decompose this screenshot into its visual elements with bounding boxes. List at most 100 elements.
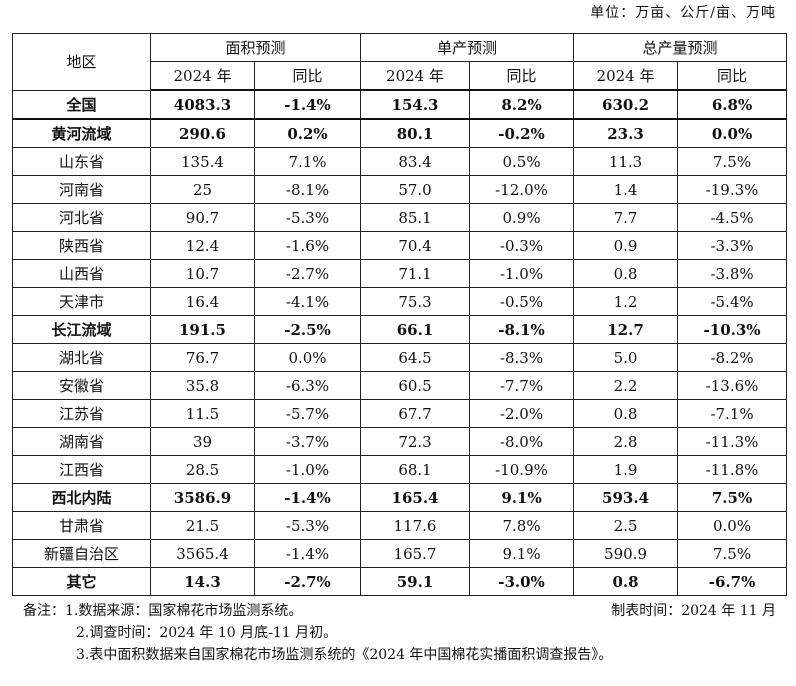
- yoy-cell: -6.7%: [677, 567, 788, 596]
- value-cell: 590.9: [573, 539, 679, 568]
- yoy-cell: 6.8%: [677, 89, 788, 120]
- table-row: 江苏省 11.5 -5.7% 67.7 -2.0% 0.8 -7.1%: [12, 399, 788, 428]
- table-row: 其它 14.3 -2.7% 59.1 -3.0% 0.8 -6.7%: [12, 567, 788, 596]
- value-cell: 2.8: [573, 427, 679, 456]
- table-row: 安徽省 35.8 -6.3% 60.5 -7.7% 2.2 -13.6%: [12, 371, 788, 400]
- value-cell: 630.2: [573, 89, 679, 120]
- yoy-cell: -11.8%: [677, 455, 788, 484]
- yoy-cell: -2.7%: [253, 567, 362, 596]
- region-cell: 山东省: [12, 147, 151, 176]
- region-cell: 河北省: [12, 203, 151, 232]
- value-cell: 165.7: [360, 539, 471, 568]
- yield-forecast-header: 单产预测: [360, 33, 575, 62]
- yoy-cell: 9.1%: [469, 483, 575, 512]
- region-cell: 湖北省: [12, 343, 151, 372]
- yoy-cell: 8.2%: [469, 89, 575, 120]
- table-row: 长江流域 191.5 -2.5% 66.1 -8.1% 12.7 -10.3%: [12, 315, 788, 344]
- region-cell: 其它: [12, 567, 151, 596]
- region-cell: 西北内陆: [12, 483, 151, 512]
- yoy-cell: -3.8%: [677, 259, 788, 288]
- value-cell: 16.4: [150, 287, 255, 316]
- value-cell: 68.1: [360, 455, 471, 484]
- table-row: 湖北省 76.7 0.0% 64.5 -8.3% 5.0 -8.2%: [12, 343, 788, 372]
- yoy-cell: -8.1%: [469, 315, 575, 344]
- yoy-cell: -1.4%: [253, 89, 362, 120]
- value-cell: 39: [150, 427, 255, 456]
- table-row: 全国 4083.3 -1.4% 154.3 8.2% 630.2 6.8%: [12, 89, 788, 120]
- value-cell: 0.8: [573, 567, 679, 596]
- yoy-cell: -6.3%: [253, 371, 362, 400]
- value-cell: 80.1: [360, 118, 471, 148]
- value-cell: 75.3: [360, 287, 471, 316]
- region-cell: 河南省: [12, 175, 151, 204]
- yoy-cell: -2.5%: [253, 315, 362, 344]
- sub-header-year: 2024 年: [360, 61, 471, 91]
- value-cell: 0.8: [573, 399, 679, 428]
- value-cell: 154.3: [360, 89, 471, 120]
- value-cell: 28.5: [150, 455, 255, 484]
- table-row: 河南省 25 -8.1% 57.0 -12.0% 1.4 -19.3%: [12, 175, 788, 204]
- value-cell: 83.4: [360, 147, 471, 176]
- yoy-cell: 0.0%: [677, 118, 788, 148]
- yoy-cell: 7.1%: [253, 147, 362, 176]
- yoy-cell: -5.3%: [253, 203, 362, 232]
- area-forecast-header: 面积预测: [149, 33, 362, 62]
- value-cell: 71.1: [360, 259, 471, 288]
- value-cell: 14.3: [150, 567, 255, 596]
- yoy-cell: -5.7%: [253, 399, 362, 428]
- value-cell: 25: [150, 175, 255, 204]
- sub-header-yoy: 同比: [253, 61, 362, 91]
- table-row: 山西省 10.7 -2.7% 71.1 -1.0% 0.8 -3.8%: [12, 259, 788, 288]
- value-cell: 57.0: [360, 175, 471, 204]
- yoy-cell: 7.5%: [677, 147, 788, 176]
- value-cell: 593.4: [573, 483, 679, 512]
- value-cell: 4083.3: [150, 89, 255, 120]
- value-cell: 3565.4: [150, 539, 255, 568]
- value-cell: 85.1: [360, 203, 471, 232]
- value-cell: 12.7: [573, 315, 679, 344]
- region-cell: 甘肃省: [12, 511, 151, 540]
- table-row: 天津市 16.4 -4.1% 75.3 -0.5% 1.2 -5.4%: [12, 287, 788, 316]
- yoy-cell: -12.0%: [469, 175, 575, 204]
- value-cell: 35.8: [150, 371, 255, 400]
- yoy-cell: 9.1%: [469, 539, 575, 568]
- yoy-cell: -1.6%: [253, 231, 362, 260]
- yoy-cell: 7.5%: [677, 539, 788, 568]
- region-cell: 天津市: [12, 287, 151, 316]
- sub-header-yoy: 同比: [469, 61, 575, 91]
- value-cell: 23.3: [573, 118, 679, 148]
- value-cell: 135.4: [150, 147, 255, 176]
- cotton-forecast-table: 地区 面积预测 单产预测 总产量预测 2024 年 同比 2024 年 同比 2…: [12, 33, 788, 596]
- value-cell: 2.5: [573, 511, 679, 540]
- yoy-cell: 7.5%: [677, 483, 788, 512]
- value-cell: 0.8: [573, 259, 679, 288]
- note-survey-time: 2.调查时间：2024 年 10 月底-11 月初。: [76, 625, 338, 641]
- yoy-cell: -2.7%: [253, 259, 362, 288]
- region-cell: 山西省: [12, 259, 151, 288]
- region-cell: 安徽省: [12, 371, 151, 400]
- yoy-cell: -3.7%: [253, 427, 362, 456]
- yoy-cell: -8.2%: [677, 343, 788, 372]
- sub-header-year: 2024 年: [573, 61, 679, 91]
- yoy-cell: -4.5%: [677, 203, 788, 232]
- value-cell: 21.5: [150, 511, 255, 540]
- table-row: 黄河流域 290.6 0.2% 80.1 -0.2% 23.3 0.0%: [12, 118, 788, 148]
- region-cell: 全国: [12, 89, 151, 120]
- yoy-cell: -1.4%: [253, 483, 362, 512]
- value-cell: 7.7: [573, 203, 679, 232]
- yoy-cell: -11.3%: [677, 427, 788, 456]
- value-cell: 60.5: [360, 371, 471, 400]
- table-row: 甘肃省 21.5 -5.3% 117.6 7.8% 2.5 0.0%: [12, 511, 788, 540]
- region-cell: 新疆自治区: [12, 539, 151, 568]
- note-area-source: 3.表中面积数据来自国家棉花市场监测系统的《2024 年中国棉花实播面积调查报告…: [76, 647, 613, 663]
- region-cell: 江苏省: [12, 399, 151, 428]
- yoy-cell: -13.6%: [677, 371, 788, 400]
- yoy-cell: -3.0%: [469, 567, 575, 596]
- yoy-cell: -1.4%: [253, 539, 362, 568]
- table-row: 新疆自治区 3565.4 -1.4% 165.7 9.1% 590.9 7.5%: [12, 539, 788, 568]
- yoy-cell: -1.0%: [469, 259, 575, 288]
- yoy-cell: -10.9%: [469, 455, 575, 484]
- region-cell: 黄河流域: [12, 118, 151, 148]
- value-cell: 11.5: [150, 399, 255, 428]
- yoy-cell: -5.4%: [677, 287, 788, 316]
